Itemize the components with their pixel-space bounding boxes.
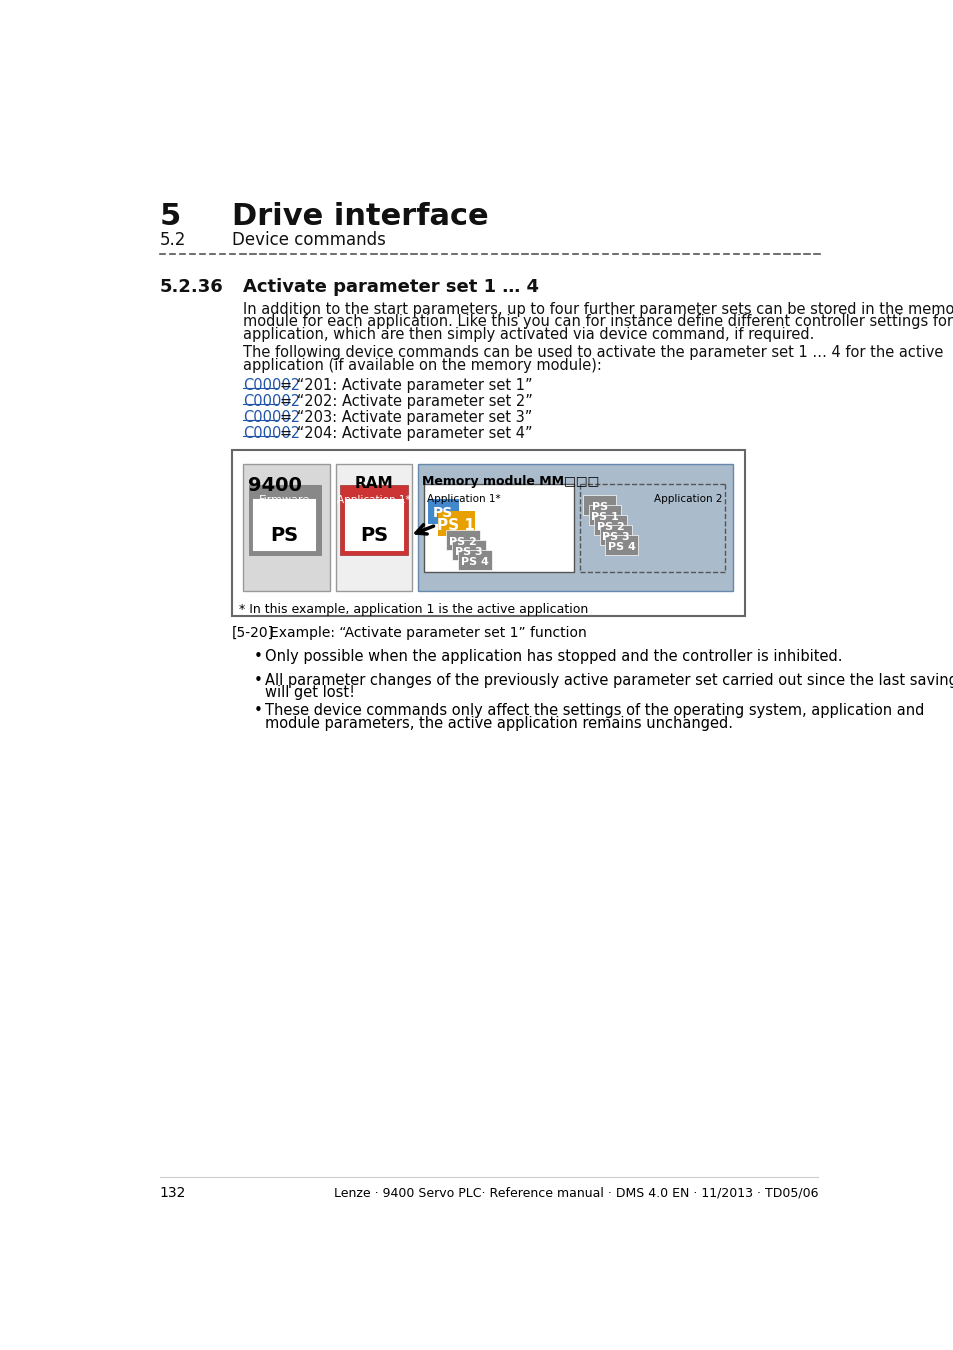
Text: Activate parameter set 1 … 4: Activate parameter set 1 … 4 bbox=[243, 278, 538, 296]
Text: PS: PS bbox=[591, 502, 607, 512]
Bar bbox=[588, 505, 620, 525]
Text: •: • bbox=[253, 703, 262, 718]
Bar bbox=[253, 500, 315, 549]
Text: application (if available on the memory module):: application (if available on the memory … bbox=[243, 358, 601, 373]
Text: 5.2: 5.2 bbox=[159, 231, 186, 250]
Text: These device commands only affect the settings of the operating system, applicat: These device commands only affect the se… bbox=[265, 703, 923, 718]
Text: [5-20]: [5-20] bbox=[232, 626, 274, 640]
Text: The following device commands can be used to activate the parameter set 1 … 4 fo: The following device commands can be use… bbox=[243, 346, 943, 360]
Text: 5: 5 bbox=[159, 202, 181, 231]
Text: PS 1: PS 1 bbox=[437, 517, 475, 532]
Text: PS: PS bbox=[360, 526, 388, 545]
Text: will get lost!: will get lost! bbox=[265, 684, 355, 699]
Bar bbox=[583, 495, 616, 516]
Text: PS 4: PS 4 bbox=[460, 556, 488, 567]
Bar bbox=[599, 525, 632, 545]
Text: Memory module MM□□□: Memory module MM□□□ bbox=[422, 475, 598, 489]
Bar bbox=[452, 540, 485, 560]
Text: RAM: RAM bbox=[355, 477, 394, 491]
Text: = “202: Activate parameter set 2”: = “202: Activate parameter set 2” bbox=[280, 394, 533, 409]
Text: * In this example, application 1 is the active application: * In this example, application 1 is the … bbox=[239, 603, 588, 616]
Text: Application 2: Application 2 bbox=[654, 494, 722, 504]
Text: •: • bbox=[253, 672, 262, 687]
Text: C00002: C00002 bbox=[243, 378, 300, 393]
Text: = “204: Activate parameter set 4”: = “204: Activate parameter set 4” bbox=[280, 427, 533, 441]
Bar bbox=[594, 516, 626, 536]
Text: = “201: Activate parameter set 1”: = “201: Activate parameter set 1” bbox=[280, 378, 533, 393]
Text: C00002: C00002 bbox=[243, 410, 300, 425]
Bar bbox=[437, 510, 475, 536]
Text: PS 1: PS 1 bbox=[591, 512, 618, 522]
Text: 9400: 9400 bbox=[248, 477, 301, 495]
Bar bbox=[423, 483, 574, 572]
Text: PS 3: PS 3 bbox=[455, 547, 482, 556]
Text: application, which are then simply activated via device command, if required.: application, which are then simply activ… bbox=[243, 327, 814, 342]
Bar bbox=[427, 500, 458, 524]
Text: PS 2: PS 2 bbox=[448, 536, 476, 547]
Text: module parameters, the active application remains unchanged.: module parameters, the active applicatio… bbox=[265, 716, 732, 730]
Text: 5.2.36: 5.2.36 bbox=[159, 278, 223, 296]
Text: Drive interface: Drive interface bbox=[232, 202, 488, 231]
Text: PS 2: PS 2 bbox=[596, 522, 624, 532]
Bar bbox=[418, 464, 732, 591]
Text: Lenze · 9400 Servo PLC· Reference manual · DMS 4.0 EN · 11/2013 · TD05/06: Lenze · 9400 Servo PLC· Reference manual… bbox=[334, 1187, 818, 1199]
Text: Application 1*: Application 1* bbox=[337, 495, 411, 505]
Text: Example: “Activate parameter set 1” function: Example: “Activate parameter set 1” func… bbox=[270, 626, 586, 640]
Bar bbox=[604, 536, 637, 555]
Text: PS: PS bbox=[433, 506, 453, 520]
Text: Only possible when the application has stopped and the controller is inhibited.: Only possible when the application has s… bbox=[265, 649, 841, 664]
Text: All parameter changes of the previously active parameter set carried out since t: All parameter changes of the previously … bbox=[265, 672, 953, 687]
Bar bbox=[457, 549, 492, 570]
Bar bbox=[445, 531, 479, 549]
Text: 132: 132 bbox=[159, 1187, 186, 1200]
Bar bbox=[249, 486, 320, 555]
Bar bbox=[243, 464, 330, 591]
Text: Firmware: Firmware bbox=[259, 495, 310, 505]
Text: module for each application. Like this you can for instance define different con: module for each application. Like this y… bbox=[243, 315, 953, 329]
Text: Device commands: Device commands bbox=[232, 231, 385, 250]
Text: PS: PS bbox=[271, 526, 298, 545]
Bar bbox=[232, 450, 744, 616]
Text: C00002: C00002 bbox=[243, 427, 300, 441]
Bar bbox=[335, 464, 412, 591]
Text: = “203: Activate parameter set 3”: = “203: Activate parameter set 3” bbox=[280, 410, 533, 425]
Text: In addition to the start parameters, up to four further parameter sets can be st: In addition to the start parameters, up … bbox=[243, 302, 953, 317]
Text: Application 1*: Application 1* bbox=[427, 494, 500, 504]
Bar bbox=[340, 486, 408, 555]
Text: •: • bbox=[253, 649, 262, 664]
Text: PS 3: PS 3 bbox=[601, 532, 629, 541]
Bar bbox=[345, 500, 402, 549]
Text: PS 4: PS 4 bbox=[607, 541, 635, 552]
Text: C00002: C00002 bbox=[243, 394, 300, 409]
